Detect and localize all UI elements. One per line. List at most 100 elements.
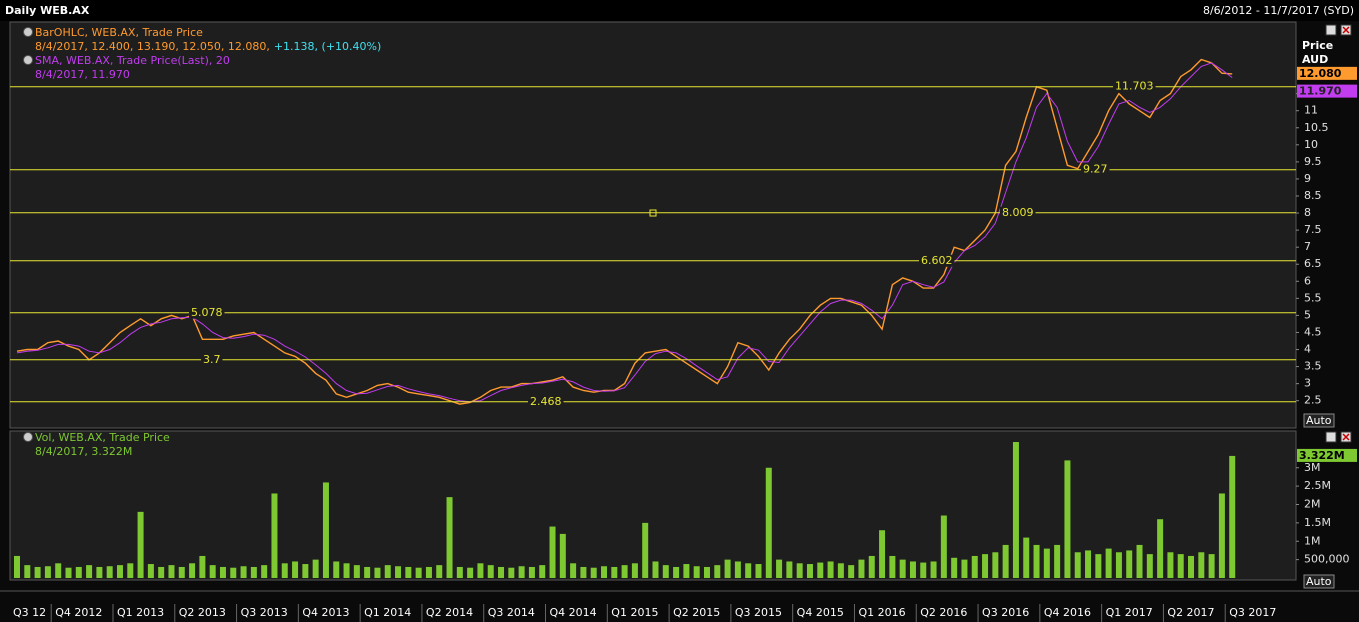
volume-bar — [384, 565, 391, 578]
volume-bar — [631, 563, 638, 578]
volume-bar — [827, 561, 834, 578]
quarter-label: Q2 2013 — [179, 606, 226, 619]
volume-bar — [776, 559, 783, 578]
close-icon — [1342, 26, 1350, 34]
quarter-label: Q2 2015 — [673, 606, 720, 619]
legend-icon[interactable] — [23, 27, 33, 37]
last-value-label: 3.322M — [1299, 449, 1345, 462]
y-tick-label: 5 — [1304, 308, 1311, 321]
maximize-button[interactable] — [1325, 24, 1337, 36]
volume-bar — [930, 561, 937, 578]
volume-bar — [879, 530, 886, 578]
quarter-label: Q4 2013 — [302, 606, 349, 619]
volume-bar — [415, 567, 422, 578]
volume-bar — [65, 567, 72, 578]
legend-icon[interactable] — [23, 432, 33, 442]
level-label: 11.703 — [1115, 80, 1154, 93]
quarter-label: Q1 2017 — [1106, 606, 1153, 619]
last-value-tag — [1297, 66, 1357, 80]
level-label-bg — [528, 395, 564, 408]
y-tick-label: 1M — [1304, 534, 1321, 547]
volume-bar — [539, 565, 546, 578]
quarter-label: Q4 2014 — [550, 606, 597, 619]
volume-bar — [395, 566, 402, 578]
volume-bar — [693, 566, 700, 578]
volume-bar — [250, 566, 257, 578]
legend-name: SMA, WEB.AX, Trade Price(Last), 20 — [35, 54, 230, 67]
y-tick-label: 3M — [1304, 461, 1321, 474]
volume-bar — [1054, 544, 1061, 578]
level-handle — [649, 209, 657, 217]
date-range: 8/6/2012 - 11/7/2017 (SYD) — [1203, 4, 1354, 17]
last-value-label: 12.080 — [1299, 67, 1342, 80]
last-value-tag — [1297, 448, 1357, 462]
volume-bar — [1208, 554, 1215, 578]
volume-bar — [1229, 455, 1236, 578]
volume-bar — [498, 566, 505, 578]
last-value-label: 11.970 — [1299, 85, 1342, 98]
volume-bar — [1115, 552, 1122, 578]
header-bar — [0, 0, 1359, 21]
volume-bar — [353, 565, 360, 578]
volume-bar — [580, 566, 587, 578]
volume-bar — [96, 566, 103, 578]
y-tick-label: 11 — [1304, 104, 1318, 117]
volume-bar — [178, 566, 185, 578]
quarter-label: Q4 2012 — [55, 606, 102, 619]
y-tick-label: 7 — [1304, 240, 1311, 253]
volume-bar — [446, 497, 453, 578]
volume-bar — [199, 555, 206, 578]
auto-button[interactable] — [1303, 574, 1335, 589]
quarter-label: Q1 2014 — [364, 606, 411, 619]
quarter-label: Q3 2014 — [488, 606, 535, 619]
level-label-bg — [201, 353, 223, 366]
chart-title: Daily WEB.AX — [5, 4, 90, 17]
volume-bar — [1105, 548, 1112, 578]
volume-bar — [302, 564, 309, 578]
legend-detail: 8/4/2017, 11.970 — [35, 68, 130, 81]
price-panel — [9, 21, 1297, 429]
volume-bar — [703, 566, 710, 578]
quarter-label: Q3 2015 — [735, 606, 782, 619]
volume-bar — [1167, 552, 1174, 578]
volume-bar — [374, 567, 381, 578]
panel-buttons[interactable] — [1325, 24, 1352, 443]
volume-bar — [714, 565, 721, 578]
y-tick-label: 4 — [1304, 343, 1311, 356]
volume-bar — [364, 566, 371, 578]
level-label-bg — [919, 254, 955, 267]
volume-bar — [1188, 555, 1195, 578]
volume-bar — [642, 522, 649, 578]
volume-bar — [189, 563, 196, 578]
maximize-button[interactable] — [1325, 431, 1337, 443]
y-tick-label: 9 — [1304, 172, 1311, 185]
volume-bar — [261, 565, 268, 578]
volume-bar — [281, 563, 288, 578]
quarter-label: Q2 2016 — [920, 606, 967, 619]
level-label: 5.078 — [191, 306, 223, 319]
legend-icon[interactable] — [23, 55, 33, 65]
y-tick-label: 2M — [1304, 498, 1321, 511]
volume-bar — [14, 555, 20, 578]
y-tick-label: 10.5 — [1304, 121, 1329, 134]
volume-bar — [992, 552, 999, 578]
volume-bar — [147, 564, 154, 578]
y-tick-label: 6.5 — [1304, 257, 1322, 270]
quarter-label: Q4 2015 — [797, 606, 844, 619]
volume-bar — [889, 555, 896, 578]
y-tick-label: 7.5 — [1304, 223, 1322, 236]
level-label-bg — [1081, 163, 1110, 176]
volume-bar — [508, 567, 515, 578]
volume-bar — [724, 559, 731, 578]
volume-bar — [106, 566, 113, 578]
volume-bar — [971, 555, 978, 578]
y-tick-label: 500,000 — [1304, 553, 1350, 566]
auto-button[interactable] — [1303, 413, 1335, 428]
volume-bar — [982, 554, 989, 578]
y-tick-label: 6 — [1304, 274, 1311, 287]
quarter-label: Q1 2013 — [117, 606, 164, 619]
legend-name: BarOHLC, WEB.AX, Trade Price — [35, 26, 203, 39]
volume-bar — [1023, 537, 1030, 578]
legend-name: Vol, WEB.AX, Trade Price — [35, 431, 170, 444]
